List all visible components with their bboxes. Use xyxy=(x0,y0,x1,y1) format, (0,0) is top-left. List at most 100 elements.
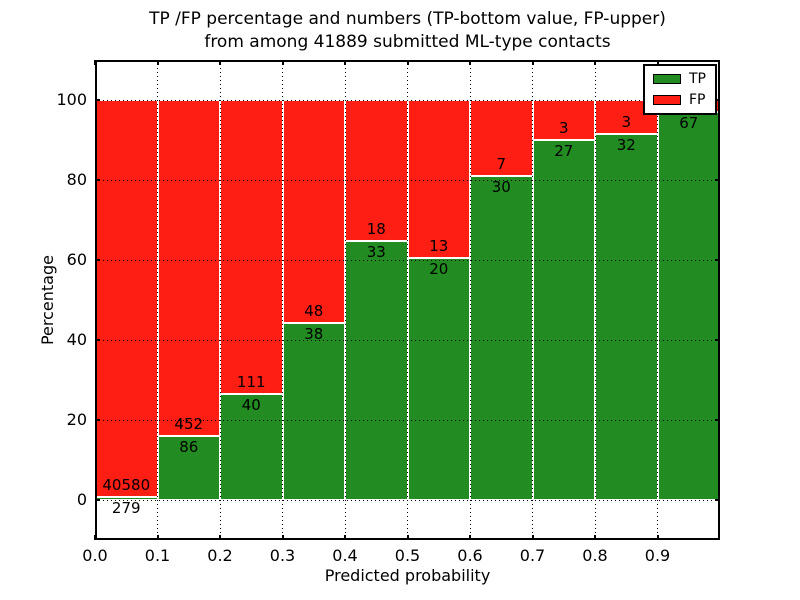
gridline-vertical xyxy=(157,60,158,540)
bar-count-label-tp: 27 xyxy=(554,142,574,160)
tick-mark-x-top xyxy=(344,60,346,65)
bar-count-label-fp: 7 xyxy=(496,154,507,173)
tick-mark-y-left xyxy=(95,259,100,261)
legend-label-tp: TP xyxy=(689,71,706,87)
tick-mark-x-top xyxy=(406,60,409,65)
legend-label-fp: FP xyxy=(689,92,706,108)
gridline-vertical xyxy=(282,60,283,540)
tick-mark-x-top xyxy=(281,60,284,65)
bar-segment-tp xyxy=(282,323,345,500)
y-tick-label: 100 xyxy=(56,90,87,109)
tick-mark-y-right xyxy=(715,179,720,181)
bar-segment-fp xyxy=(157,100,220,437)
bar-segment-tp xyxy=(595,134,658,500)
gridline-horizontal xyxy=(95,259,720,261)
gridline-vertical xyxy=(407,60,408,540)
bar-count-label-fp: 40580 xyxy=(102,476,151,495)
tick-mark-y-right xyxy=(715,499,720,501)
tick-mark-x-top xyxy=(469,60,471,65)
gridline-vertical xyxy=(657,60,658,540)
tick-mark-y-left xyxy=(95,419,100,421)
x-tick-label: 0.5 xyxy=(394,546,421,565)
tick-mark-y-right xyxy=(715,419,720,421)
tick-mark-x-bottom xyxy=(344,535,346,540)
bar-count-label-tp: 67 xyxy=(679,113,699,132)
bar-count-label-tp: 279 xyxy=(111,499,141,518)
bar-count-label-fp: 452 xyxy=(174,415,204,434)
tick-mark-x-top xyxy=(531,60,534,65)
tick-mark-x-bottom xyxy=(281,535,284,540)
tick-mark-x-bottom xyxy=(219,535,221,540)
bar-count-label-tp: 33 xyxy=(366,243,386,262)
tick-mark-y-right xyxy=(715,99,720,101)
gridline-horizontal xyxy=(95,99,720,101)
tick-mark-y-right xyxy=(715,259,720,261)
bar-segment-tp xyxy=(407,257,470,500)
x-tick-label: 0.7 xyxy=(519,546,546,565)
tick-mark-x-bottom xyxy=(531,535,534,540)
x-tick-label: 0.1 xyxy=(144,546,171,565)
bar-count-label-fp: 18 xyxy=(366,220,386,239)
gridline-vertical xyxy=(594,60,596,540)
tick-mark-y-left xyxy=(95,339,100,341)
bar-segment-fp xyxy=(95,100,158,498)
bar-segment-fp xyxy=(282,100,345,324)
chart-title-line1: TP /FP percentage and numbers (TP-bottom… xyxy=(149,9,666,29)
bar-segment-tp xyxy=(532,140,595,500)
chart-title: TP /FP percentage and numbers (TP-bottom… xyxy=(95,8,720,54)
plot-area: TP FP 40580 279 452 86 111 40 48 38 18 33 13 20 7 30 3 2… xyxy=(56,60,720,565)
tick-mark-x-bottom xyxy=(656,535,659,540)
legend-item-fp: FP xyxy=(653,93,707,107)
tick-mark-x-bottom xyxy=(94,535,96,540)
tick-mark-x-bottom xyxy=(469,535,471,540)
gridline-horizontal xyxy=(95,179,720,181)
tick-mark-x-bottom xyxy=(406,535,409,540)
bar-count-label-fp: 48 xyxy=(304,302,324,321)
bar-count-label-fp: 3 xyxy=(621,113,632,132)
bar-segment-tp xyxy=(157,436,220,500)
gridline-horizontal xyxy=(95,339,720,341)
gridline-vertical xyxy=(344,60,346,540)
tick-mark-x-top xyxy=(594,60,596,65)
tick-mark-x-top xyxy=(219,60,221,65)
bar-segment-tp xyxy=(345,241,408,500)
tick-mark-y-left xyxy=(95,99,100,101)
bar-count-label-tp: 20 xyxy=(429,259,449,278)
bar-count-label-tp: 30 xyxy=(491,177,511,196)
bar-segment-fp xyxy=(220,100,283,395)
tick-mark-y-left xyxy=(95,179,100,181)
bar-segment-fp xyxy=(345,100,408,242)
tick-mark-x-bottom xyxy=(594,535,596,540)
x-tick-label: 0.8 xyxy=(582,546,608,565)
x-tick-label: 0.9 xyxy=(644,546,671,565)
y-tick-label: 0 xyxy=(76,490,87,509)
tick-mark-y-right xyxy=(715,339,720,341)
y-tick-label: 40 xyxy=(66,330,87,349)
x-axis-label: Predicted probability xyxy=(324,566,491,585)
tick-mark-x-bottom xyxy=(156,535,159,540)
bar-count-label-tp: 86 xyxy=(179,438,199,457)
bar-count-label-fp: 3 xyxy=(558,119,569,137)
x-tick-label: 0.3 xyxy=(269,546,296,565)
y-tick-label: 60 xyxy=(66,250,87,269)
bar-segment-tp xyxy=(470,175,533,500)
y-tick-label: 20 xyxy=(66,410,87,429)
chart-title-line2: from among 41889 submitted ML-type conta… xyxy=(204,32,611,52)
gridline-vertical xyxy=(469,60,471,540)
bar-count-label-tp: 38 xyxy=(304,325,324,344)
tick-mark-x-top xyxy=(656,60,659,65)
bar-segment-tp xyxy=(220,394,283,500)
x-tick-label: 0.6 xyxy=(457,546,483,565)
tick-mark-x-top xyxy=(156,60,159,65)
tick-mark-y-left xyxy=(95,499,100,501)
legend-swatch-tp-icon xyxy=(653,74,681,84)
y-tick-label: 80 xyxy=(66,170,87,189)
bar-count-label-fp: 13 xyxy=(429,236,449,255)
x-tick-label: 0.2 xyxy=(207,546,233,565)
bar-count-label-tp: 40 xyxy=(241,396,261,415)
legend-item-tp: TP xyxy=(653,72,707,86)
tick-mark-x-top xyxy=(94,60,96,65)
gridline-vertical xyxy=(532,60,533,540)
legend: TP FP xyxy=(643,64,717,115)
